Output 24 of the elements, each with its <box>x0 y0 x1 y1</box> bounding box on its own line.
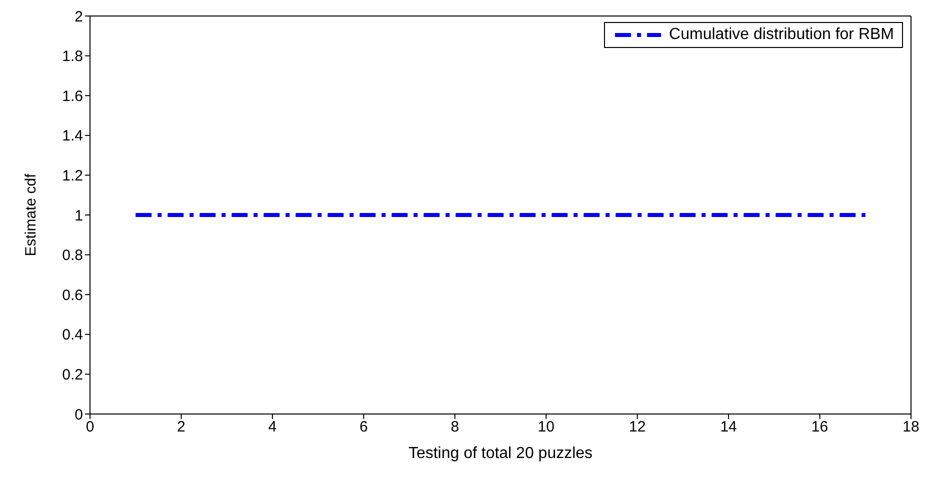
y-tick-label: 0.2 <box>62 366 83 384</box>
y-tick-label: 1.6 <box>62 88 83 105</box>
y-tick-label: 1 <box>74 207 83 224</box>
x-tick-label: 12 <box>628 418 646 436</box>
x-tick-label: 10 <box>538 418 554 436</box>
x-tick-label: 8 <box>450 418 460 436</box>
y-tick-label: 0.6 <box>62 286 83 304</box>
y-axis-title: Estimate cdf <box>22 172 40 256</box>
y-tick-label: 1.2 <box>62 168 83 185</box>
x-tick-label: 16 <box>811 418 828 436</box>
x-axis-title: Testing of total 20 puzzles <box>408 445 593 462</box>
y-tick-label: 0 <box>74 406 83 424</box>
x-tick-label: 0 <box>86 418 94 436</box>
y-tick-label: 2 <box>74 8 83 26</box>
x-tick-label: 18 <box>902 418 920 436</box>
y-tick-label: 1.4 <box>62 128 83 145</box>
x-tick-label: 14 <box>720 418 737 436</box>
y-tick-label: 1.8 <box>62 48 83 66</box>
x-tick-label: 6 <box>359 418 368 436</box>
y-tick-label: 0.8 <box>62 247 83 264</box>
x-tick-label: 2 <box>177 418 186 436</box>
x-tick-label: 4 <box>268 418 277 436</box>
legend-label: Cumulative distribution for RBM <box>669 26 894 44</box>
y-tick-label: 0.4 <box>62 326 83 344</box>
